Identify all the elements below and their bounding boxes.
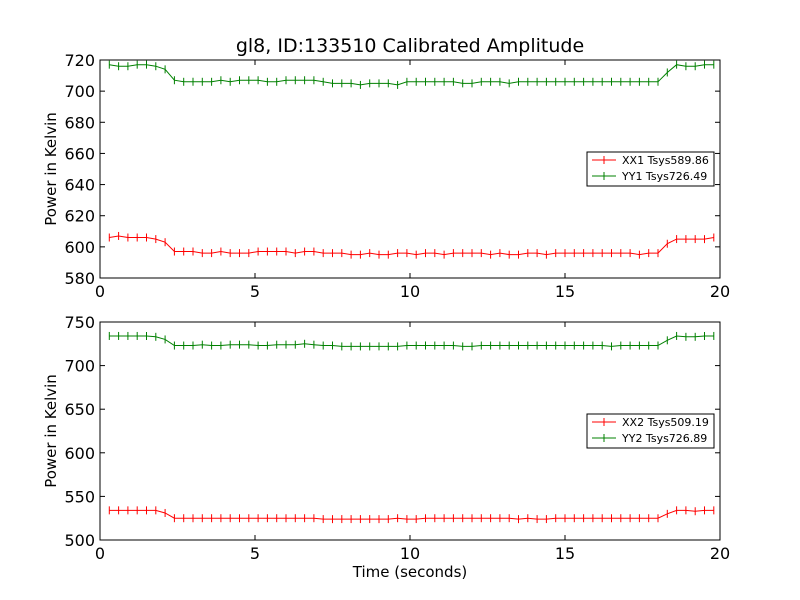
x-tick-label: 5 — [250, 282, 260, 301]
y-axis-label-top: Power in Kelvin — [42, 112, 60, 226]
y-tick-label: 550 — [64, 487, 95, 506]
x-tick-label: 0 — [95, 544, 105, 563]
x-axis-label: Time (seconds) — [352, 563, 468, 581]
y-tick-label: 600 — [64, 238, 95, 257]
y-tick-label: 680 — [64, 113, 95, 132]
x-tick-label: 10 — [400, 544, 420, 563]
legend-label-yy1: YY1 Tsys726.49 — [621, 170, 707, 183]
legend-label-xx1: XX1 Tsys589.86 — [622, 154, 709, 167]
legend-label-xx2: XX2 Tsys509.19 — [622, 416, 709, 429]
y-tick-label: 640 — [64, 176, 95, 195]
bottom-subplot: Power in Kelvin Time (seconds) 0 5 10 15 20 5… — [42, 313, 730, 581]
y-tick-label: 500 — [64, 531, 95, 550]
y-tick-label: 650 — [64, 400, 95, 419]
y-tick-label: 700 — [64, 357, 95, 376]
y-tick-label: 620 — [64, 207, 95, 226]
top-plot-frame — [99, 59, 721, 279]
top-axis-ticks: 0 5 10 15 20 580 600 620 640 660 680 700 720 — [64, 51, 730, 301]
x-tick-label: 15 — [555, 544, 575, 563]
y-tick-label: 720 — [64, 51, 95, 70]
x-tick-label: 0 — [95, 282, 105, 301]
bottom-plot-frame — [99, 321, 721, 541]
bottom-legend: XX2 Tsys509.19 YY2 Tsys726.89 — [586, 413, 715, 449]
top-subplot: gl8, ID:133510 Calibrated Amplitude Powe… — [42, 35, 730, 301]
x-tick-label: 10 — [400, 282, 420, 301]
series-line-xx2 — [109, 509, 714, 520]
series-line-yy2 — [109, 335, 714, 347]
top-series-group — [108, 60, 715, 259]
bottom-axis-ticks: 0 5 10 15 20 500 550 600 650 700 750 — [64, 313, 730, 563]
y-axis-label-bottom: Power in Kelvin — [42, 374, 60, 488]
legend-label-yy2: YY2 Tsys726.89 — [621, 432, 707, 445]
x-tick-label: 20 — [710, 544, 730, 563]
x-tick-label: 20 — [710, 282, 730, 301]
x-tick-label: 5 — [250, 544, 260, 563]
x-tick-label: 15 — [555, 282, 575, 301]
y-tick-label: 580 — [64, 269, 95, 288]
bottom-series-group — [108, 331, 715, 524]
series-line-yy1 — [109, 64, 714, 86]
series-line-xx1 — [109, 235, 714, 256]
top-legend: XX1 Tsys589.86 YY1 Tsys726.49 — [586, 151, 715, 187]
y-tick-label: 700 — [64, 82, 95, 101]
top-legend-box — [586, 151, 715, 187]
y-tick-label: 600 — [64, 444, 95, 463]
bottom-legend-box — [586, 413, 715, 449]
y-tick-label: 660 — [64, 144, 95, 163]
chart-title: gl8, ID:133510 Calibrated Amplitude — [236, 35, 584, 57]
y-tick-label: 750 — [64, 313, 95, 332]
